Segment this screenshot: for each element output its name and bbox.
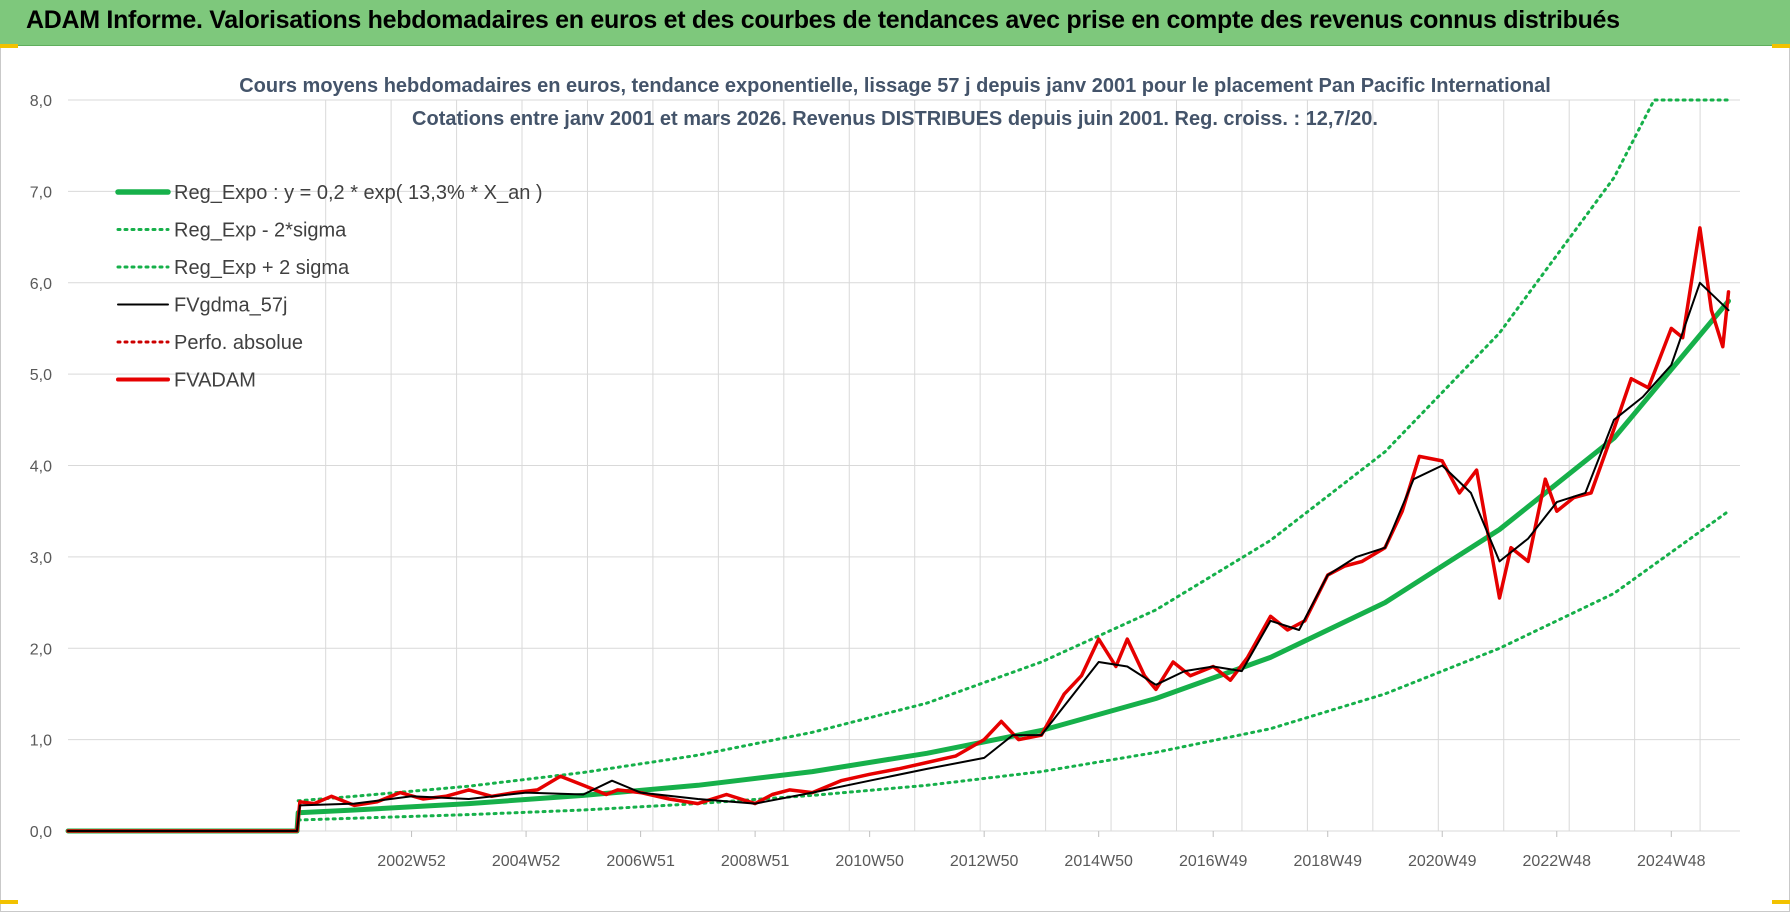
x-tick-label: 2006W51 xyxy=(606,853,675,870)
y-tick-label: 7,0 xyxy=(30,184,52,201)
x-tick-label: 2010W50 xyxy=(835,853,904,870)
y-tick-label: 2,0 xyxy=(30,641,52,658)
chart-subtitle: Cotations entre janv 2001 et mars 2026. … xyxy=(412,108,1378,130)
legend-label: FVgdma_57j xyxy=(174,295,287,317)
series-line-1 xyxy=(296,509,1730,822)
y-tick-label: 6,0 xyxy=(30,276,52,293)
y-tick-label: 3,0 xyxy=(30,550,52,567)
x-tick-label: 2018W49 xyxy=(1293,853,1362,870)
series-line-0 xyxy=(65,298,1731,834)
x-tick-label: 2008W51 xyxy=(721,853,790,870)
y-tick-label: 8,0 xyxy=(30,93,52,110)
x-tick-label: 2024W48 xyxy=(1637,853,1706,870)
y-tick-label: 5,0 xyxy=(30,367,52,384)
axes: 0,0 1,0 2,0 3,0 4,0 5,0 6,0 7,0 8,0 2002W52 2004W5… xyxy=(30,93,1706,870)
legend-label: Reg_Expo : y = 0,2 * exp( 13,3% * X_an ) xyxy=(174,182,543,204)
legend: Reg_Expo : y = 0,2 * exp( 13,3% * X_an )… xyxy=(115,182,543,392)
x-tick-label: 2020W49 xyxy=(1408,853,1477,870)
y-tick-label: 0,0 xyxy=(30,824,52,841)
chart-title: Cours moyens hebdomadaires en euros, ten… xyxy=(239,75,1551,97)
banner-title: ADAM Informe. Valorisations hebdomadaire… xyxy=(26,6,1620,34)
series-line-5 xyxy=(66,226,1731,833)
x-tick-label: 2014W50 xyxy=(1064,853,1133,870)
corner-mark-top-right xyxy=(1772,44,1790,48)
corner-mark-bottom-right xyxy=(1772,900,1790,904)
x-tick-label: 2004W52 xyxy=(492,853,561,870)
grid xyxy=(68,99,1740,832)
legend-label: Reg_Exp + 2 sigma xyxy=(174,257,350,279)
series-lines xyxy=(65,98,1731,834)
corner-mark-bottom-left xyxy=(0,900,18,904)
title-banner: ADAM Informe. Valorisations hebdomadaire… xyxy=(0,0,1790,46)
x-tick-label: 2022W48 xyxy=(1523,853,1592,870)
x-tick-label: 2012W50 xyxy=(950,853,1019,870)
corner-mark-top-left xyxy=(0,44,18,48)
y-tick-label: 1,0 xyxy=(30,733,52,750)
x-tick-label: 2016W49 xyxy=(1179,853,1248,870)
legend-label: FVADAM xyxy=(174,370,256,392)
legend-label: Reg_Exp - 2*sigma xyxy=(174,220,347,242)
series-line-2 xyxy=(296,98,1730,803)
x-tick-label: 2002W52 xyxy=(377,853,446,870)
y-tick-label: 4,0 xyxy=(30,459,52,476)
series-line-3 xyxy=(67,281,1730,832)
legend-label: Perfo. absolue xyxy=(174,332,303,354)
